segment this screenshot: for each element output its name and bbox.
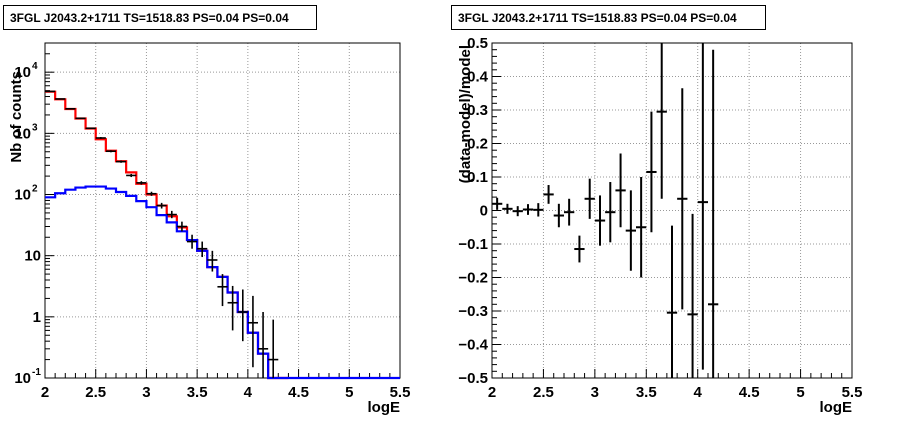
x-tick-label: 5.5 bbox=[842, 384, 863, 401]
model-total-step-line bbox=[45, 90, 289, 380]
residual-points bbox=[492, 43, 719, 378]
y-tick-label: 0 bbox=[480, 203, 488, 220]
y-tick-label: 10 bbox=[14, 125, 31, 142]
y-tick-label: 10 bbox=[14, 64, 31, 81]
x-tick-label: 3.5 bbox=[187, 384, 208, 401]
data-points bbox=[45, 90, 279, 378]
model-source-step-line bbox=[45, 185, 400, 380]
x-tick-label: 2.5 bbox=[533, 384, 554, 401]
y-tick-label: 0.3 bbox=[467, 102, 488, 119]
y-tick-exponent: 3 bbox=[32, 122, 38, 133]
y-tick-label: 10 bbox=[24, 248, 41, 265]
x-tick-label: 3 bbox=[142, 384, 150, 401]
y-tick-label: 0.4 bbox=[467, 69, 489, 86]
y-tick-label: −0.5 bbox=[458, 370, 488, 387]
x-tick-label: 3.5 bbox=[636, 384, 657, 401]
y-tick-label: 0.2 bbox=[467, 136, 488, 153]
y-tick-label: 10 bbox=[14, 370, 31, 387]
y-tick-exponent: -1 bbox=[32, 367, 41, 378]
residuals-chart: 2 2.5 3 3.5 4 4.5 5 5.5 −0.5 −0.4 −0.3 −0.2 −0.1 0 0.1… bbox=[457, 35, 863, 416]
y-tick-label: −0.1 bbox=[458, 236, 488, 253]
right-panel: 3FGL J2043.2+1711 TS=1518.83 PS=0.04 PS=… bbox=[449, 0, 898, 421]
plot-frame bbox=[44, 42, 401, 379]
x-axis-label: logE bbox=[368, 399, 401, 416]
y-axis-label: (data-model)/model bbox=[457, 45, 474, 183]
x-tick-label: 2 bbox=[41, 384, 49, 401]
y-tick-label: 0.5 bbox=[467, 35, 488, 52]
x-tick-label: 2 bbox=[488, 384, 496, 401]
x-axis-label: logE bbox=[820, 399, 853, 416]
y-tick-exponent: 2 bbox=[32, 184, 38, 195]
x-tick-label: 2.5 bbox=[85, 384, 106, 401]
y-tick-label: −0.3 bbox=[458, 303, 488, 320]
x-tick-label: 3 bbox=[591, 384, 599, 401]
y-tick-label: 1 bbox=[33, 309, 41, 326]
y-tick-label: −0.4 bbox=[458, 337, 488, 354]
chart-title: 3FGL J2043.2+1711 TS=1518.83 PS=0.04 PS=… bbox=[3, 5, 317, 30]
left-panel: 3FGL J2043.2+1711 TS=1518.83 PS=0.04 PS=… bbox=[3, 5, 411, 416]
y-tick-label: 0.1 bbox=[467, 169, 488, 186]
x-tick-label: 5.5 bbox=[390, 384, 411, 401]
x-tick-label: 5 bbox=[796, 384, 804, 401]
x-tick-label: 4.5 bbox=[739, 384, 760, 401]
x-tick-label: 5 bbox=[345, 384, 353, 401]
y-axis-label: Nb of counts bbox=[8, 71, 25, 163]
y-tick-exponent: 4 bbox=[32, 61, 38, 72]
y-tick-label: −0.2 bbox=[458, 270, 488, 287]
x-tick-label: 4 bbox=[244, 384, 253, 401]
x-tick-label: 4.5 bbox=[288, 384, 309, 401]
y-tick-label: 10 bbox=[14, 187, 31, 204]
grid bbox=[44, 43, 401, 379]
x-tick-label: 4 bbox=[694, 384, 703, 401]
chart-title: 3FGL J2043.2+1711 TS=1518.83 PS=0.04 PS=… bbox=[451, 5, 766, 30]
